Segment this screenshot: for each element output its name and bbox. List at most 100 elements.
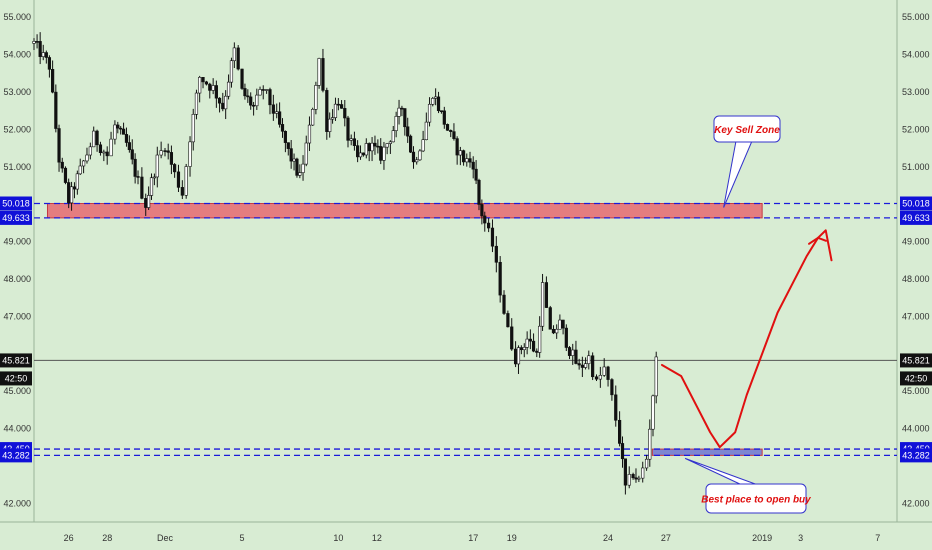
candle-body <box>594 376 599 380</box>
candle-body <box>304 142 308 165</box>
candle-body <box>54 91 58 129</box>
candle-body <box>32 41 36 44</box>
y-tick-label-left: 52.000 <box>3 124 31 134</box>
level-badge-left-box <box>0 196 32 211</box>
candle-body <box>606 366 610 380</box>
candle-body <box>121 128 126 135</box>
candle-body <box>480 204 484 217</box>
y-tick-label-right: 42.000 <box>902 498 930 508</box>
candle-body <box>364 143 368 156</box>
candle-body <box>506 313 510 328</box>
candle-body <box>286 142 290 149</box>
level-badge-left-text: 43.282 <box>2 450 30 460</box>
candle-body <box>388 141 392 144</box>
candle-body <box>194 92 199 115</box>
candle-body <box>620 443 625 460</box>
candle-body <box>38 41 42 57</box>
candle-body <box>361 152 366 156</box>
candle-body <box>275 111 279 114</box>
candle-body <box>538 325 542 353</box>
y-tick-label-left: 45.000 <box>3 386 31 396</box>
candle-body <box>614 394 618 421</box>
candle-body <box>641 467 645 479</box>
candle-body <box>47 57 52 70</box>
candle-body <box>400 107 404 110</box>
candle-body <box>461 150 466 163</box>
candle-body <box>35 41 39 43</box>
candle-body <box>618 419 622 444</box>
candle-body <box>159 150 163 156</box>
candle-body <box>349 138 353 141</box>
y-tick-label-right: 54.000 <box>902 50 930 60</box>
level-badge-right-box <box>900 448 932 463</box>
candle-body <box>317 58 321 86</box>
candle-body <box>261 89 265 91</box>
candle-body <box>152 176 156 179</box>
candle-body <box>60 161 64 169</box>
candle-body <box>442 110 446 125</box>
candle-body <box>116 124 120 129</box>
candle-body <box>644 458 649 469</box>
candle-body <box>268 89 272 106</box>
candle-body <box>471 161 475 170</box>
candle-body <box>92 130 96 148</box>
candle-body <box>631 474 635 479</box>
countdown-badge-left-text: 42:50 <box>5 373 28 383</box>
x-tick-label: 3 <box>798 533 803 543</box>
candle-body <box>418 150 422 161</box>
x-tick-label: 10 <box>333 533 343 543</box>
candle-body <box>358 152 363 158</box>
candle-body <box>240 68 244 89</box>
current-price-badge-left-text: 45.821 <box>2 355 30 365</box>
candle-body <box>540 282 545 327</box>
candle-body <box>610 379 614 396</box>
candle-body <box>102 151 106 154</box>
y-tick-label-left: 54.000 <box>3 50 31 60</box>
candle-body <box>623 458 627 486</box>
candle-body <box>98 144 103 153</box>
candle-body <box>298 172 302 176</box>
price-badges-layer: 50.01850.01849.63349.63343.45043.45043.2… <box>0 196 932 463</box>
x-tick-label: 24 <box>603 533 613 543</box>
candle-body <box>133 158 137 177</box>
candle-body <box>176 171 181 188</box>
candle-body <box>465 158 469 163</box>
buy-zone <box>651 448 763 456</box>
candle-body <box>627 474 631 486</box>
candle-body <box>252 104 256 107</box>
candle-body <box>246 95 250 98</box>
candle-body <box>415 159 419 163</box>
candle-body <box>283 130 287 143</box>
candle-body <box>352 138 357 146</box>
x-tick-label: Dec <box>157 533 174 543</box>
candle-body <box>577 363 581 366</box>
candle-body <box>271 104 275 114</box>
sell-zone <box>46 203 763 219</box>
candle-body <box>180 187 184 196</box>
candle-body <box>82 160 86 167</box>
candle-body <box>551 328 556 334</box>
candle-body <box>95 130 99 146</box>
y-tick-label-left: 48.000 <box>3 274 31 284</box>
candle-body <box>513 348 518 365</box>
candle-body <box>648 428 652 460</box>
candle-body <box>51 69 55 93</box>
countdown-badge-left-box <box>0 371 32 386</box>
candle-body <box>325 90 329 132</box>
candle-body <box>411 151 416 163</box>
candle-body <box>403 108 407 128</box>
candle-body <box>169 152 174 165</box>
x-tick-label: 2019 <box>752 533 772 543</box>
candle-body <box>140 176 144 199</box>
candle-body <box>57 128 61 163</box>
candle-body <box>452 131 456 139</box>
candle-body <box>109 138 113 157</box>
candle-body <box>67 182 71 204</box>
candle-body <box>602 366 606 376</box>
candle-body <box>255 94 259 107</box>
candle-body <box>651 395 655 430</box>
candle-body <box>265 89 269 91</box>
